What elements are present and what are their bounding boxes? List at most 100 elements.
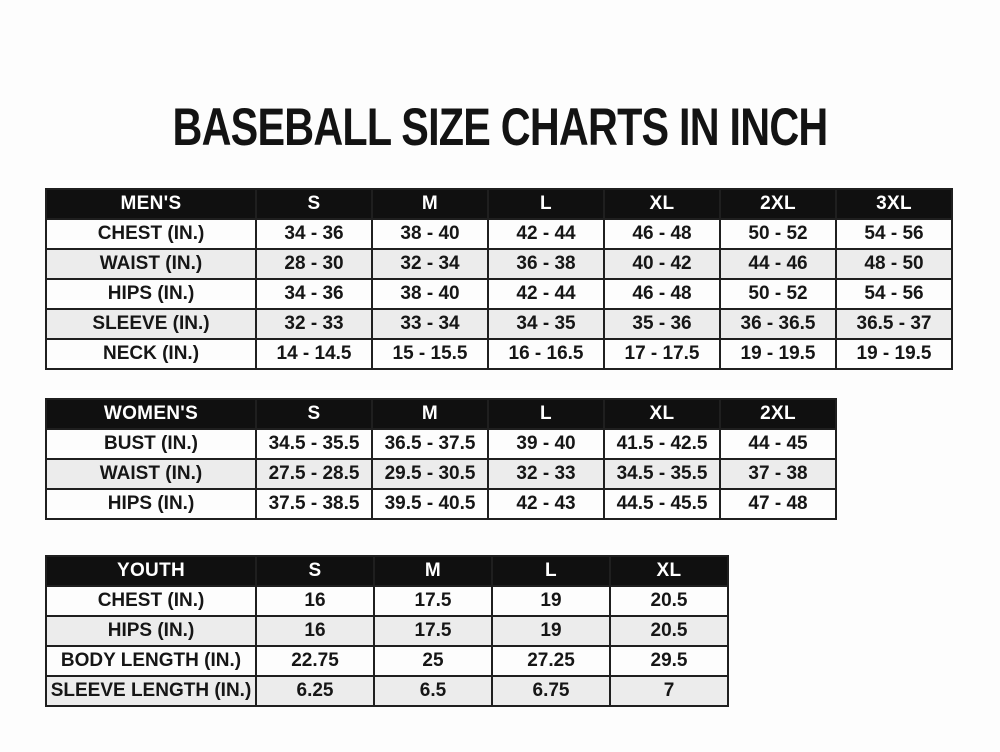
size-table-youth: YOUTH S M L XL CHEST (IN.) 16 17.5 19 20.5 HIPS (I… <box>45 555 729 707</box>
size-value: 6.75 <box>491 675 611 707</box>
size-value: 42 - 43 <box>487 488 605 520</box>
group-label-womens: WOMEN'S <box>45 398 257 430</box>
size-value: 29.5 <box>609 645 729 677</box>
size-value: 36 - 36.5 <box>719 308 837 340</box>
group-label-mens: MEN'S <box>45 188 257 220</box>
measurement-row: HIPS (IN.) 16 17.5 19 20.5 <box>45 615 729 647</box>
measurement-row: HIPS (IN.) 34 - 36 38 - 40 42 - 44 46 - 48 50… <box>45 278 953 310</box>
size-value: 33 - 34 <box>371 308 489 340</box>
size-column-header: XL <box>603 398 721 430</box>
size-value: 42 - 44 <box>487 218 605 250</box>
row-label: BODY LENGTH (IN.) <box>45 645 257 677</box>
size-value: 39 - 40 <box>487 428 605 460</box>
size-value: 15 - 15.5 <box>371 338 489 370</box>
size-value: 19 <box>491 615 611 647</box>
measurement-row: CHEST (IN.) 34 - 36 38 - 40 42 - 44 46 - 48 5… <box>45 218 953 250</box>
size-value: 44.5 - 45.5 <box>603 488 721 520</box>
size-value: 7 <box>609 675 729 707</box>
size-column-header: XL <box>603 188 721 220</box>
size-column-header: L <box>487 398 605 430</box>
size-value: 41.5 - 42.5 <box>603 428 721 460</box>
row-label: SLEEVE LENGTH (IN.) <box>45 675 257 707</box>
size-column-header: S <box>255 555 375 587</box>
size-column-header: L <box>491 555 611 587</box>
size-value: 46 - 48 <box>603 278 721 310</box>
size-value: 47 - 48 <box>719 488 837 520</box>
measurement-row: WAIST (IN.) 28 - 30 32 - 34 36 - 38 40 - 42 4… <box>45 248 953 280</box>
size-value: 6.5 <box>373 675 493 707</box>
size-column-header: L <box>487 188 605 220</box>
size-value: 32 - 33 <box>487 458 605 490</box>
size-value: 36.5 - 37.5 <box>371 428 489 460</box>
row-label: NECK (IN.) <box>45 338 257 370</box>
size-value: 27.25 <box>491 645 611 677</box>
size-value: 34.5 - 35.5 <box>603 458 721 490</box>
size-column-header: M <box>371 188 489 220</box>
measurement-row: SLEEVE LENGTH (IN.) 6.25 6.5 6.75 7 <box>45 675 729 707</box>
row-label: BUST (IN.) <box>45 428 257 460</box>
measurement-row: WAIST (IN.) 27.5 - 28.5 29.5 - 30.5 32 - 33… <box>45 458 837 490</box>
size-value: 46 - 48 <box>603 218 721 250</box>
size-value: 36.5 - 37 <box>835 308 953 340</box>
size-column-header: S <box>255 398 373 430</box>
header-row: WOMEN'S S M L XL 2XL <box>45 398 837 430</box>
size-value: 22.75 <box>255 645 375 677</box>
row-label: SLEEVE (IN.) <box>45 308 257 340</box>
size-value: 20.5 <box>609 585 729 617</box>
row-label: HIPS (IN.) <box>45 488 257 520</box>
measurement-row: SLEEVE (IN.) 32 - 33 33 - 34 34 - 35 35 - 36… <box>45 308 953 340</box>
size-value: 54 - 56 <box>835 278 953 310</box>
size-value: 14 - 14.5 <box>255 338 373 370</box>
size-value: 50 - 52 <box>719 218 837 250</box>
size-column-header: 3XL <box>835 188 953 220</box>
measurement-row: HIPS (IN.) 37.5 - 38.5 39.5 - 40.5 42 - 43 4… <box>45 488 837 520</box>
size-table-womens: WOMEN'S S M L XL 2XL BUST (IN.) 34.5 - 35.5 36.5… <box>45 398 837 520</box>
size-value: 25 <box>373 645 493 677</box>
size-value: 36 - 38 <box>487 248 605 280</box>
size-value: 37.5 - 38.5 <box>255 488 373 520</box>
header-row: YOUTH S M L XL <box>45 555 729 587</box>
size-column-header: M <box>371 398 489 430</box>
header-row: MEN'S S M L XL 2XL 3XL <box>45 188 953 220</box>
row-label: CHEST (IN.) <box>45 218 257 250</box>
size-value: 48 - 50 <box>835 248 953 280</box>
size-value: 37 - 38 <box>719 458 837 490</box>
size-value: 16 <box>255 585 375 617</box>
size-value: 16 - 16.5 <box>487 338 605 370</box>
size-value: 32 - 34 <box>371 248 489 280</box>
size-value: 20.5 <box>609 615 729 647</box>
size-column-header: M <box>373 555 493 587</box>
size-column-header: 2XL <box>719 398 837 430</box>
size-value: 39.5 - 40.5 <box>371 488 489 520</box>
row-label: WAIST (IN.) <box>45 458 257 490</box>
size-column-header: XL <box>609 555 729 587</box>
row-label: CHEST (IN.) <box>45 585 257 617</box>
page-title: BASEBALL SIZE CHARTS IN INCH <box>172 97 829 157</box>
row-label: HIPS (IN.) <box>45 615 257 647</box>
size-value: 34.5 - 35.5 <box>255 428 373 460</box>
size-value: 16 <box>255 615 375 647</box>
measurement-row: BODY LENGTH (IN.) 22.75 25 27.25 29.5 <box>45 645 729 677</box>
measurement-row: BUST (IN.) 34.5 - 35.5 36.5 - 37.5 39 - 40 4… <box>45 428 837 460</box>
row-label: WAIST (IN.) <box>45 248 257 280</box>
size-table-mens: MEN'S S M L XL 2XL 3XL CHEST (IN.) 34 - 36 38 - 4… <box>45 188 953 370</box>
size-value: 17.5 <box>373 615 493 647</box>
size-value: 54 - 56 <box>835 218 953 250</box>
size-value: 19 - 19.5 <box>835 338 953 370</box>
size-value: 38 - 40 <box>371 278 489 310</box>
size-value: 19 <box>491 585 611 617</box>
size-value: 34 - 35 <box>487 308 605 340</box>
size-column-header: 2XL <box>719 188 837 220</box>
size-value: 50 - 52 <box>719 278 837 310</box>
size-value: 38 - 40 <box>371 218 489 250</box>
size-value: 40 - 42 <box>603 248 721 280</box>
group-label-youth: YOUTH <box>45 555 257 587</box>
size-value: 35 - 36 <box>603 308 721 340</box>
size-value: 32 - 33 <box>255 308 373 340</box>
size-value: 17 - 17.5 <box>603 338 721 370</box>
size-value: 29.5 - 30.5 <box>371 458 489 490</box>
size-column-header: S <box>255 188 373 220</box>
size-value: 44 - 45 <box>719 428 837 460</box>
row-label: HIPS (IN.) <box>45 278 257 310</box>
